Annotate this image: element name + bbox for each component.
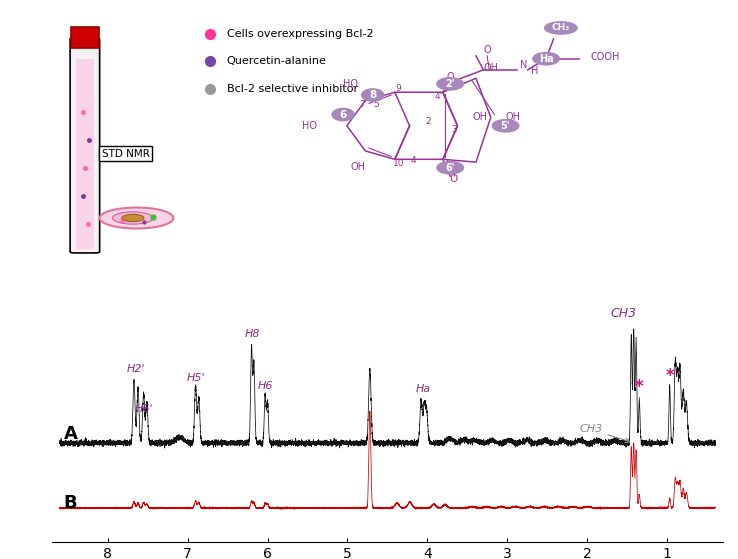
Text: OH: OH bbox=[506, 112, 520, 122]
Text: 6: 6 bbox=[339, 110, 347, 120]
Text: O: O bbox=[446, 72, 454, 82]
Text: HO: HO bbox=[303, 121, 317, 131]
Text: B: B bbox=[63, 495, 77, 513]
Bar bbox=[76, 59, 94, 249]
Ellipse shape bbox=[545, 22, 577, 34]
Text: Ha: Ha bbox=[415, 384, 431, 394]
Ellipse shape bbox=[362, 89, 384, 101]
Text: Cells overexpressing Bcl-2: Cells overexpressing Bcl-2 bbox=[227, 29, 373, 39]
Text: H8: H8 bbox=[244, 329, 260, 339]
Text: OH: OH bbox=[472, 112, 487, 122]
Text: 4: 4 bbox=[410, 156, 416, 165]
Ellipse shape bbox=[437, 78, 463, 90]
Ellipse shape bbox=[437, 162, 463, 174]
Ellipse shape bbox=[122, 214, 144, 222]
Text: A: A bbox=[63, 425, 77, 443]
Text: H: H bbox=[531, 66, 539, 76]
Text: O: O bbox=[483, 45, 491, 55]
Text: CH3: CH3 bbox=[610, 307, 636, 320]
Ellipse shape bbox=[100, 207, 173, 229]
Text: COOH: COOH bbox=[590, 53, 620, 62]
Text: H5': H5' bbox=[186, 373, 205, 383]
FancyBboxPatch shape bbox=[70, 38, 100, 253]
Text: 5': 5' bbox=[500, 121, 511, 131]
Text: OH: OH bbox=[483, 63, 498, 73]
Text: CH₃: CH₃ bbox=[552, 23, 570, 32]
Text: O: O bbox=[449, 174, 458, 184]
Text: Ha: Ha bbox=[539, 54, 554, 64]
Text: 5: 5 bbox=[373, 100, 379, 110]
Text: *: * bbox=[635, 378, 644, 396]
Text: N: N bbox=[520, 60, 528, 70]
Text: *: * bbox=[666, 367, 674, 385]
Text: HO: HO bbox=[343, 79, 358, 89]
Ellipse shape bbox=[332, 108, 354, 121]
Text: Bcl-2 selective inhibitor: Bcl-2 selective inhibitor bbox=[227, 84, 358, 94]
Text: 3: 3 bbox=[451, 125, 457, 135]
Text: H6': H6' bbox=[135, 404, 154, 414]
Text: 2': 2' bbox=[445, 79, 455, 89]
Text: 4': 4' bbox=[435, 92, 444, 101]
Text: STD NMR: STD NMR bbox=[102, 149, 149, 159]
Text: 6': 6' bbox=[445, 163, 455, 173]
Text: 10: 10 bbox=[393, 159, 404, 168]
Text: 2: 2 bbox=[425, 117, 431, 126]
Bar bbox=[71, 26, 99, 48]
Text: 9: 9 bbox=[396, 83, 401, 93]
Ellipse shape bbox=[533, 53, 559, 65]
Text: OH: OH bbox=[351, 162, 365, 172]
Ellipse shape bbox=[112, 212, 154, 224]
Text: H2': H2' bbox=[126, 364, 145, 375]
Text: 8: 8 bbox=[369, 90, 376, 100]
Ellipse shape bbox=[492, 120, 519, 132]
Text: H6: H6 bbox=[258, 381, 274, 391]
Text: 7: 7 bbox=[359, 100, 365, 110]
Text: CH3: CH3 bbox=[579, 424, 630, 443]
Text: Quercetin-alanine: Quercetin-alanine bbox=[227, 56, 326, 67]
